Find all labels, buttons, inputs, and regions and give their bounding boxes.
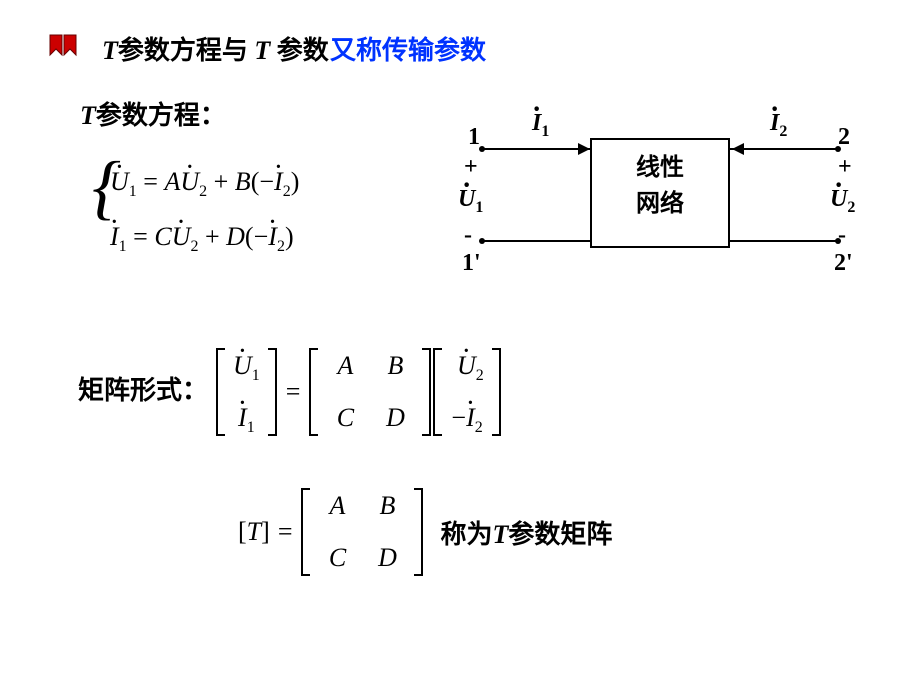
minus-2-label: - bbox=[838, 222, 846, 249]
ribbon-icon bbox=[48, 31, 92, 66]
matrix-col-b: B D bbox=[370, 340, 420, 444]
bracket-left-icon bbox=[308, 347, 320, 437]
matrix-col-a: A C bbox=[320, 340, 370, 444]
port-2p-label: 2' bbox=[834, 250, 853, 277]
t-lhs-close: ] bbox=[261, 517, 270, 547]
header-title: T参数方程与 T 参数 bbox=[102, 30, 329, 67]
slide-header: T参数方程与 T 参数 bbox=[48, 30, 329, 67]
bracket-right-icon bbox=[420, 347, 432, 437]
i1-label: I1 bbox=[532, 110, 549, 141]
minus-1-label: - bbox=[464, 222, 472, 249]
matrix-col-lhs: U1 I1 bbox=[227, 340, 266, 444]
bracket-right-icon bbox=[490, 347, 502, 437]
equation-line-2: I1 = CU2 + D(−I2) bbox=[110, 210, 299, 265]
section-t-equation-title: T参数方程： bbox=[80, 95, 226, 132]
matrix-col-rhs: U2 −I2 bbox=[444, 340, 489, 444]
bracket-left-icon bbox=[215, 347, 227, 437]
matrix-form-label: 矩阵形式： bbox=[78, 370, 208, 407]
port-2-label: 2 bbox=[838, 124, 850, 151]
u1-label: U1 bbox=[458, 186, 483, 217]
port-1p-label: 1' bbox=[462, 250, 481, 277]
t-matrix-col-a: A C bbox=[312, 480, 362, 584]
t-matrix-definition: [T] = A C B D 称为T参数矩阵 bbox=[238, 480, 612, 584]
bracket-left-icon bbox=[432, 347, 444, 437]
i2-label: I2 bbox=[770, 110, 787, 141]
t-lhs-open: [ bbox=[238, 517, 247, 547]
t-matrix-caption: 称为T参数矩阵 bbox=[440, 514, 612, 551]
equals-sign: = bbox=[270, 517, 301, 547]
t-parameter-equations: { U1 = AU2 + B(−I2) I1 = CU2 + D(−I2) bbox=[110, 155, 299, 264]
bracket-right-icon bbox=[266, 347, 278, 437]
two-port-network-diagram: 线性 网络 1 + U1 - 1' I1 2 + U2 - 2' I2 bbox=[460, 100, 880, 300]
equals-sign: = bbox=[278, 377, 309, 407]
matrix-equation-1: U1 I1 = A C B D U2 −I2 bbox=[215, 340, 502, 444]
bracket-left-icon bbox=[300, 487, 312, 577]
terminal-dots-icon bbox=[460, 100, 880, 300]
header-subtitle: 又称传输参数 bbox=[330, 30, 486, 67]
t-matrix-col-b: B D bbox=[362, 480, 412, 584]
port-1-label: 1 bbox=[468, 124, 480, 151]
bracket-right-icon bbox=[412, 487, 424, 577]
t-lhs-var: T bbox=[247, 517, 261, 547]
u2-label: U2 bbox=[830, 186, 855, 217]
